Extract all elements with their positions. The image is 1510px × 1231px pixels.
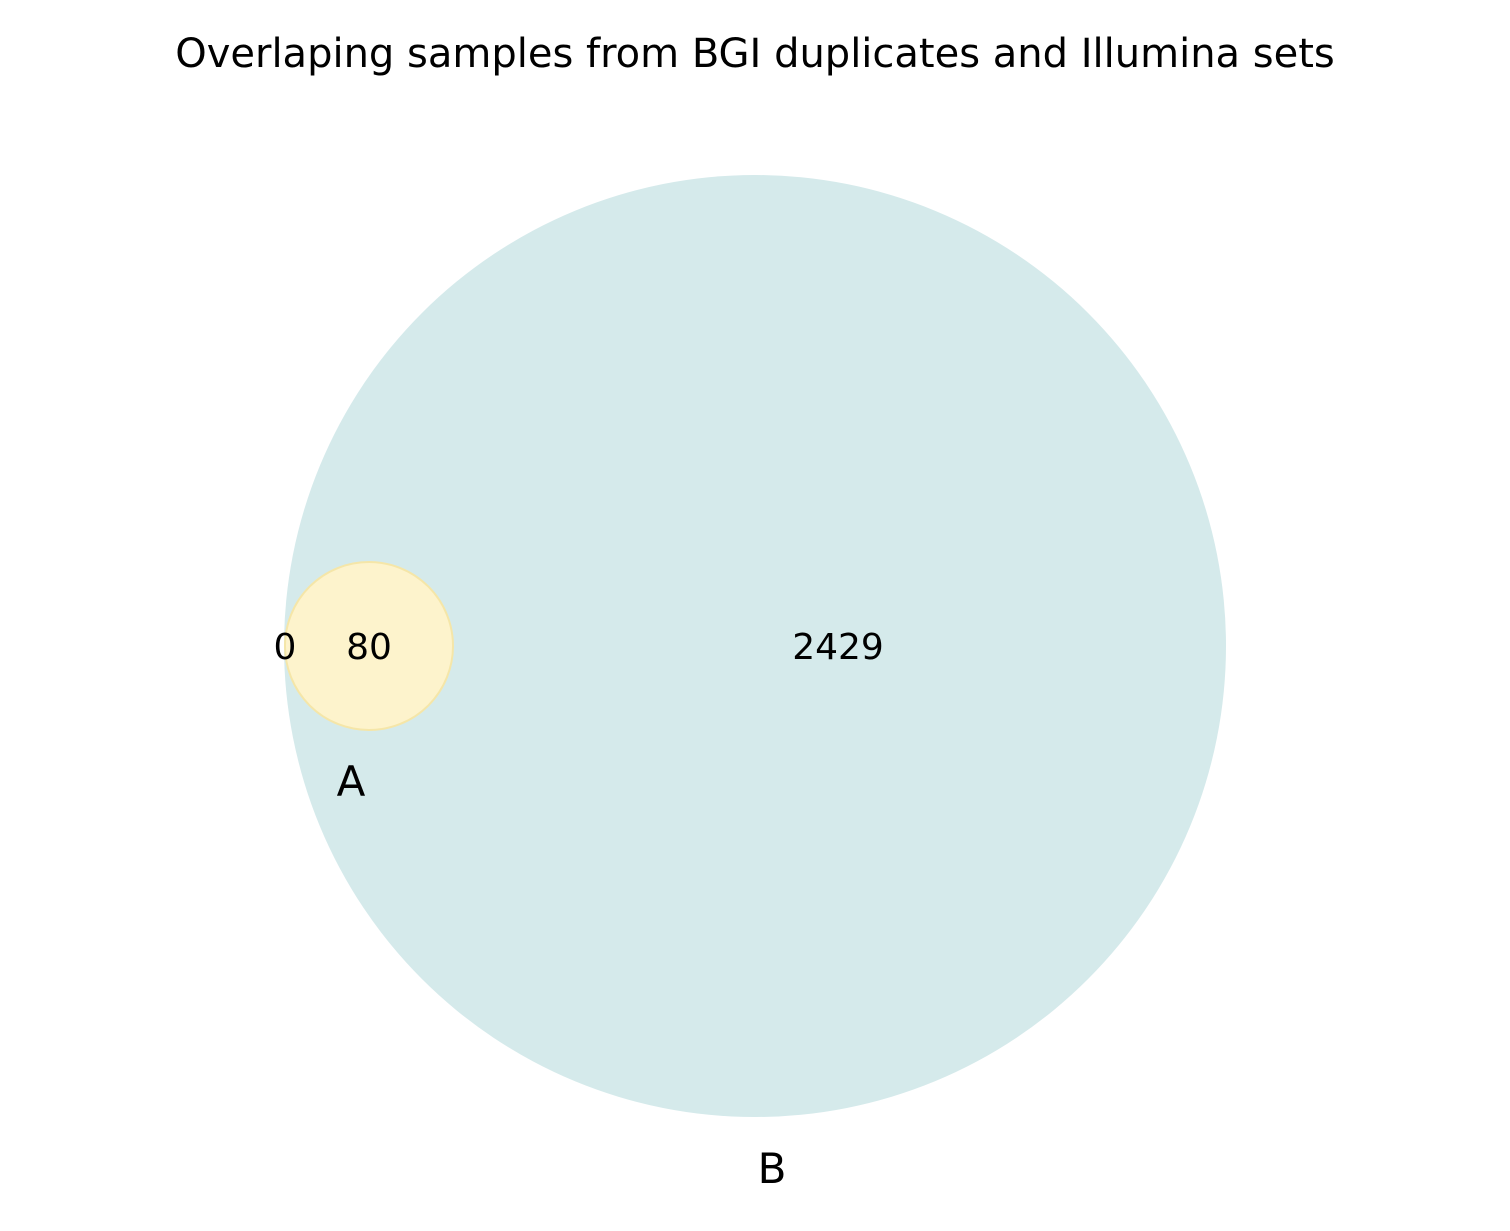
set-b-circle bbox=[284, 175, 1226, 1117]
chart-title: Overlaping samples from BGI duplicates a… bbox=[175, 31, 1335, 77]
set-a-label: A bbox=[337, 757, 366, 806]
region-a-and-b-label: 80 bbox=[346, 627, 392, 668]
region-a-only-label: 0 bbox=[274, 627, 297, 668]
set-a-circle bbox=[284, 561, 454, 731]
region-b-only-label: 2429 bbox=[792, 627, 884, 668]
set-b-label: B bbox=[758, 1144, 787, 1193]
